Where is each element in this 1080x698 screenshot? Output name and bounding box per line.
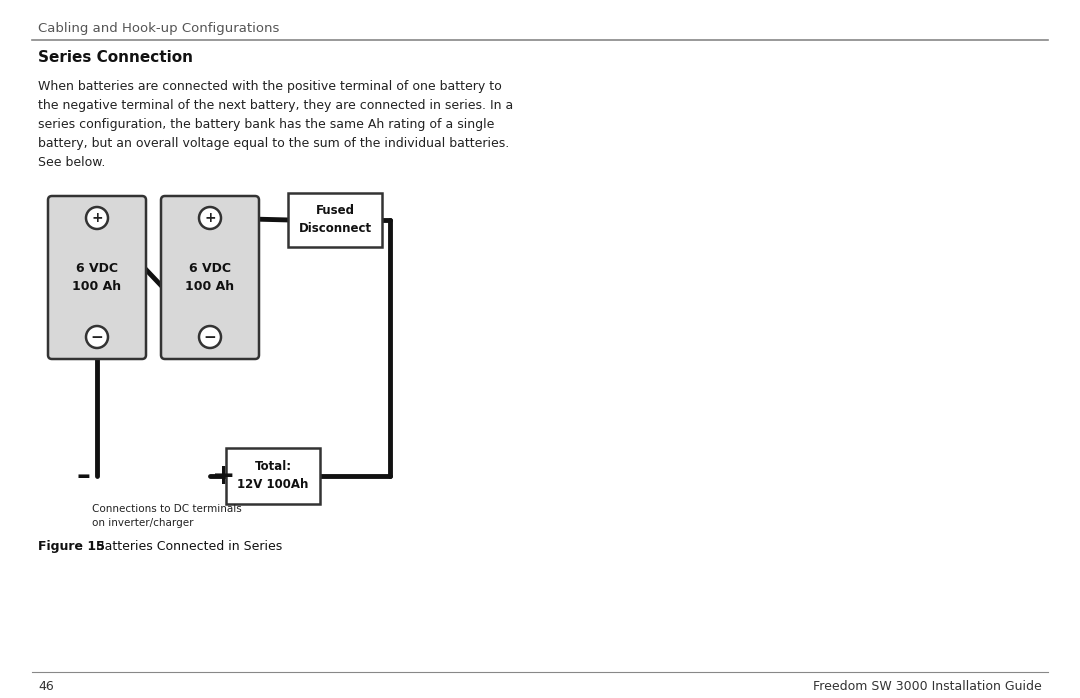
Text: −: − (91, 329, 104, 345)
Circle shape (199, 207, 221, 229)
Text: Connections to DC terminals
on inverter/charger: Connections to DC terminals on inverter/… (92, 504, 242, 528)
Circle shape (86, 326, 108, 348)
Text: Fused
Disconnect: Fused Disconnect (298, 205, 372, 235)
Text: 6 VDC
100 Ah: 6 VDC 100 Ah (72, 262, 122, 293)
Circle shape (199, 326, 221, 348)
FancyBboxPatch shape (161, 196, 259, 359)
Text: When batteries are connected with the positive terminal of one battery to
the ne: When batteries are connected with the po… (38, 80, 513, 169)
Circle shape (86, 207, 108, 229)
Text: 46: 46 (38, 680, 54, 693)
FancyBboxPatch shape (226, 448, 320, 504)
Text: –: – (76, 462, 90, 490)
FancyBboxPatch shape (48, 196, 146, 359)
Text: −: − (204, 329, 216, 345)
FancyBboxPatch shape (288, 193, 382, 247)
Text: 6 VDC
100 Ah: 6 VDC 100 Ah (186, 262, 234, 293)
Text: Freedom SW 3000 Installation Guide: Freedom SW 3000 Installation Guide (813, 680, 1042, 693)
Text: Batteries Connected in Series: Batteries Connected in Series (87, 540, 282, 553)
Text: Series Connection: Series Connection (38, 50, 193, 65)
Text: Figure 15: Figure 15 (38, 540, 105, 553)
Text: Cabling and Hook-up Configurations: Cabling and Hook-up Configurations (38, 22, 280, 35)
Text: +: + (204, 211, 216, 225)
Text: Total:
12V 100Ah: Total: 12V 100Ah (238, 461, 309, 491)
Text: +: + (213, 462, 235, 490)
Text: +: + (91, 211, 103, 225)
